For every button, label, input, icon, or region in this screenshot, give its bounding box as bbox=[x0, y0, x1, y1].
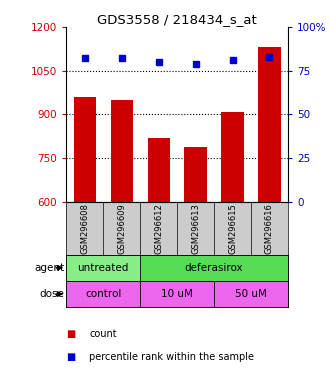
Bar bbox=[221, 112, 244, 202]
Bar bbox=[184, 147, 207, 202]
Text: untreated: untreated bbox=[77, 263, 129, 273]
Bar bbox=[140, 255, 288, 281]
Bar bbox=[148, 138, 170, 202]
Bar bbox=[140, 281, 214, 307]
Bar bbox=[214, 281, 288, 307]
Text: agent: agent bbox=[34, 263, 64, 273]
Bar bbox=[66, 255, 140, 281]
Text: percentile rank within the sample: percentile rank within the sample bbox=[89, 352, 254, 362]
Text: ■: ■ bbox=[66, 352, 75, 362]
Bar bbox=[73, 97, 96, 202]
Text: control: control bbox=[85, 289, 121, 299]
Title: GDS3558 / 218434_s_at: GDS3558 / 218434_s_at bbox=[97, 13, 257, 26]
Text: 10 uM: 10 uM bbox=[161, 289, 193, 299]
Text: GSM296616: GSM296616 bbox=[265, 203, 274, 254]
Text: deferasirox: deferasirox bbox=[185, 263, 243, 273]
Bar bbox=[111, 100, 133, 202]
Text: GSM296608: GSM296608 bbox=[80, 203, 89, 254]
Text: dose: dose bbox=[39, 289, 64, 299]
Text: GSM296612: GSM296612 bbox=[154, 203, 163, 254]
Text: GSM296609: GSM296609 bbox=[117, 203, 126, 254]
Bar bbox=[259, 47, 281, 202]
Text: GSM296615: GSM296615 bbox=[228, 203, 237, 254]
Text: 50 uM: 50 uM bbox=[235, 289, 267, 299]
Text: count: count bbox=[89, 329, 117, 339]
Bar bbox=[66, 281, 140, 307]
Text: GSM296613: GSM296613 bbox=[191, 203, 200, 254]
Text: ■: ■ bbox=[66, 329, 75, 339]
